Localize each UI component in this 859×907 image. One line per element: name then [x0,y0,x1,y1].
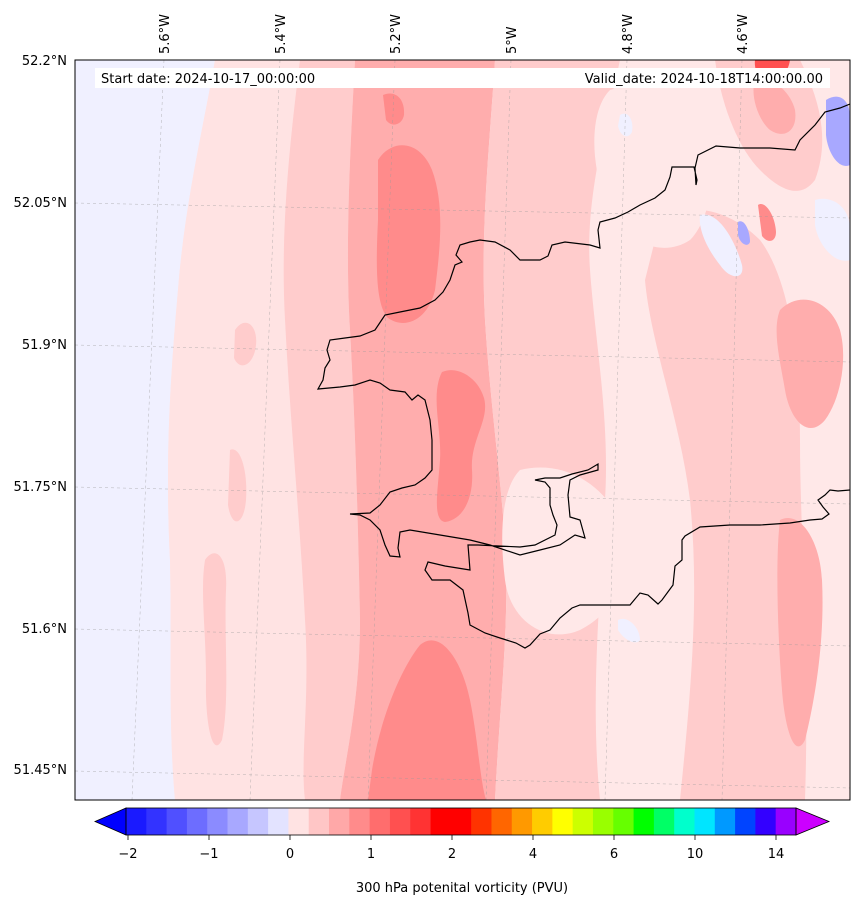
colorbar-swatch [714,808,736,835]
colorbar-tick-label: 4 [529,847,537,862]
colorbar-swatch [450,808,472,835]
colorbar-swatch [430,808,452,835]
lon-tick-label: 5.2°W [389,14,404,54]
lat-tick-label: 51.9°N [22,338,67,353]
colorbar-swatch [349,808,371,835]
colorbar-swatch [491,808,513,835]
colorbar-swatch [410,808,432,835]
negative-pv-spot-east-3 [699,214,743,277]
colorbar-tick-label: −2 [118,847,137,862]
pv-band-east-3-core-2 [758,204,776,241]
colorbar-swatch [592,808,614,835]
lat-tick-label: 51.75°N [14,480,67,495]
pv-core-mid [436,370,486,522]
colorbar-swatch [653,808,675,835]
lon-tick-label: 4.8°W [621,14,636,54]
lon-tick-label: 5.4°W [274,14,289,54]
colorbar-tick-label: 2 [448,847,456,862]
colorbar-swatch [369,808,391,835]
colorbar-swatch [227,808,249,835]
colorbar-swatch [146,808,168,835]
start-date-label: Start date: 2024-10-17_00:00:00 [101,72,315,87]
pv-band-east-5 [777,518,823,747]
colorbar-tick-label: −1 [199,847,218,862]
colorbar-swatch [735,808,756,835]
colorbar: −2 −1 0 1 2 4 6 10 14 300 hPa potenital … [93,807,831,896]
pv-light-area-se [502,467,628,635]
colorbar-under-arrow [93,807,127,836]
colorbar-swatch [268,808,289,835]
colorbar-swatch [308,808,330,835]
colorbar-tick-label: 6 [610,847,618,862]
colorbar-swatch [532,808,553,835]
pv-core-south [368,640,486,800]
negative-pv-spot-east-5 [618,113,633,137]
lon-tick-label: 4.6°W [736,14,751,54]
colorbar-swatch [166,808,188,835]
header-box [95,68,830,88]
colorbar-tick-label: 0 [286,847,294,862]
colorbar-swatch [126,808,147,835]
lat-tick-label: 51.45°N [14,763,67,778]
lat-tick-label: 52.05°N [14,196,67,211]
map-frame [74,59,851,801]
negative-pv-region-west [75,60,215,800]
lat-tick-label: 52.2°N [22,54,67,69]
colorbar-swatch [775,808,797,835]
colorbar-swatch [511,808,533,835]
colorbar-swatch [186,808,208,835]
pv-patch-west-1 [234,322,257,366]
colorbar-swatches [126,808,797,835]
pv-band-east-2 [645,209,807,800]
colorbar-swatch [572,808,594,835]
pv-band-west-light [167,60,310,800]
lat-ticks: 52.2°N 52.05°N 51.9°N 51.75°N 51.6°N 51.… [14,54,67,778]
colorbar-swatch [389,808,411,835]
colorbar-tick-label: 14 [768,847,785,862]
colorbar-tick-label: 1 [367,847,375,862]
pv-field [75,60,850,800]
colorbar-swatch [694,808,716,835]
colorbar-ticks [127,835,777,840]
negative-pv-spot-east-2 [738,221,750,245]
coastline [316,103,850,649]
negative-pv-spot-east-6 [618,618,640,643]
negative-pv-spot-east-4 [815,198,850,261]
lon-ticks: 5.6°W 5.4°W 5.2°W 5°W 4.8°W 4.6°W [158,14,751,54]
lat-tick-label: 51.6°N [22,622,67,637]
pv-core-north-small [383,93,405,125]
pv-core-north [376,145,441,323]
colorbar-swatch [471,808,492,835]
colorbar-swatch [674,808,695,835]
colorbar-over-arrow [795,807,831,836]
colorbar-swatch [207,808,229,835]
colorbar-swatch [288,808,310,835]
pv-band-east-4 [776,299,844,429]
colorbar-tick-labels: −2 −1 0 1 2 4 6 10 14 [118,847,784,862]
colorbar-label: 300 hPa potenital vorticity (PVU) [356,881,568,896]
colorbar-swatch [633,808,655,835]
pv-band-east-3-core [753,79,796,134]
colorbar-frame [125,807,797,836]
lon-tick-label: 5.6°W [158,14,173,54]
pv-patch-west-3 [228,449,247,522]
pv-band-west-mid [283,60,360,800]
colorbar-swatch [755,808,777,835]
colorbar-swatch [329,808,350,835]
colorbar-swatch [552,808,574,835]
lon-tick-label: 5°W [505,26,520,54]
colorbar-swatch [613,808,635,835]
negative-pv-spot-east-1 [826,96,850,166]
pv-patch-west-2 [203,553,227,746]
colorbar-swatch [247,808,269,835]
valid-date-label: Valid_date: 2024-10-18T14:00:00.00 [585,72,823,87]
colorbar-tick-label: 10 [687,847,704,862]
